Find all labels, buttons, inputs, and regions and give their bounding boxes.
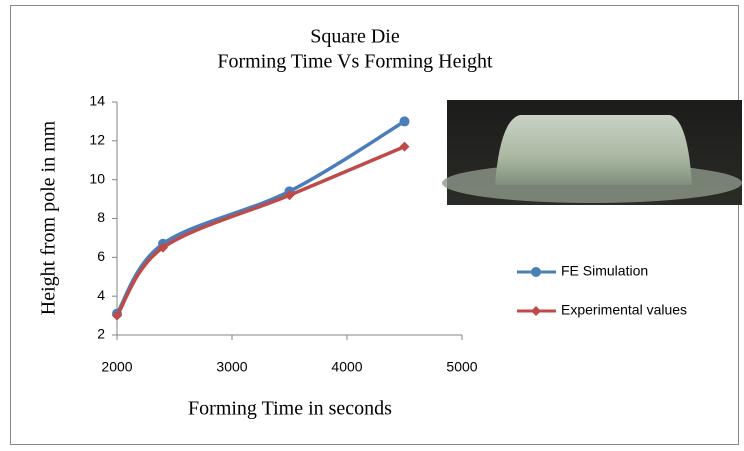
x-tick-label: 3000 [216,359,247,375]
data-point [284,190,295,201]
specimen-photo [442,100,742,205]
y-tick-label: 14 [89,93,105,109]
chart-subtitle: Forming Time Vs Forming Height [217,51,493,73]
y-tick-label: 10 [89,170,105,186]
x-axis-label: Forming Time in seconds [188,398,392,420]
y-axis-label: Height from pole in mm [38,120,60,315]
y-tick-label: 6 [97,248,105,264]
legend-label: FE Simulation [561,263,648,279]
y-tick-label: 2 [97,326,105,342]
x-tick-label: 2000 [101,359,132,375]
y-tick-label: 8 [97,209,105,225]
legend-label: Experimental values [561,302,687,318]
y-tick-label: 4 [97,287,105,303]
data-point [399,116,410,127]
chart-frame [10,5,739,445]
series-line [115,145,406,317]
chart-title: Square Die [310,26,400,48]
data-point [112,310,122,321]
x-tick-label: 4000 [331,359,362,375]
data-point [158,242,168,253]
y-tick-label: 12 [89,132,105,148]
x-tick-label: 5000 [446,359,477,375]
data-point [399,141,410,152]
legend-marker [531,267,541,277]
legend-marker [531,306,541,316]
